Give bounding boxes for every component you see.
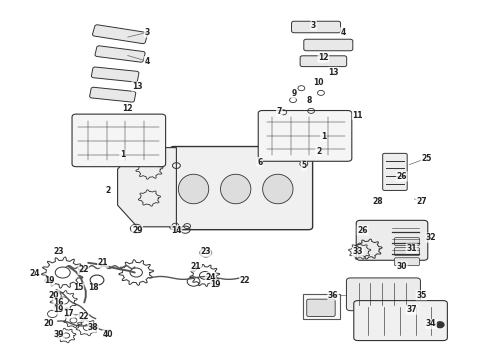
FancyBboxPatch shape [307,299,335,316]
Text: 12: 12 [318,53,329,62]
FancyBboxPatch shape [93,25,147,44]
Text: 29: 29 [132,226,143,235]
Text: 39: 39 [53,330,64,339]
FancyBboxPatch shape [303,294,340,319]
Text: 19: 19 [44,276,54,285]
Text: 8: 8 [306,96,311,105]
FancyBboxPatch shape [383,153,407,190]
FancyBboxPatch shape [394,248,419,256]
Text: 7: 7 [277,107,282,116]
FancyBboxPatch shape [258,111,352,161]
Text: 2: 2 [316,147,321,156]
Text: 13: 13 [328,68,339,77]
Text: 32: 32 [426,233,437,242]
Text: 6: 6 [257,158,262,166]
Text: 1: 1 [120,150,125,159]
Text: 34: 34 [426,320,437,328]
Text: 22: 22 [78,266,89,275]
Text: 3: 3 [311,21,316,30]
Text: 11: 11 [352,111,363,120]
Text: 20: 20 [49,291,59,300]
Text: 23: 23 [200,248,211,256]
FancyBboxPatch shape [91,67,139,82]
Text: 13: 13 [132,82,143,91]
Text: 26: 26 [357,226,368,235]
Ellipse shape [263,174,293,204]
Text: 24: 24 [205,273,216,282]
Text: 26: 26 [396,172,407,181]
Text: 10: 10 [313,78,324,87]
FancyBboxPatch shape [304,39,353,51]
FancyBboxPatch shape [346,278,420,311]
Text: 24: 24 [29,269,40,278]
Text: 28: 28 [372,197,383,206]
Text: 30: 30 [396,262,407,271]
Text: 5: 5 [301,161,306,170]
Text: 21: 21 [98,258,108,267]
Text: 17: 17 [63,309,74,318]
Text: 9: 9 [292,89,296,98]
FancyBboxPatch shape [394,238,419,246]
FancyBboxPatch shape [95,46,145,62]
FancyBboxPatch shape [72,114,166,167]
Text: 19: 19 [53,305,64,314]
Text: 25: 25 [421,154,432,163]
FancyBboxPatch shape [354,301,447,341]
Text: 14: 14 [171,226,182,235]
Text: 20: 20 [44,320,54,328]
Text: 1: 1 [321,132,326,141]
Text: 23: 23 [53,248,64,256]
Ellipse shape [220,174,251,204]
Text: 4: 4 [341,28,345,37]
Text: 16: 16 [53,298,64,307]
Circle shape [436,322,444,328]
Text: 15: 15 [73,284,84,292]
FancyBboxPatch shape [300,56,346,67]
Text: 3: 3 [145,28,149,37]
FancyBboxPatch shape [394,258,419,266]
FancyBboxPatch shape [170,147,313,230]
Text: 21: 21 [191,262,201,271]
Text: 27: 27 [416,197,427,206]
Text: 36: 36 [328,291,339,300]
Text: 40: 40 [102,330,113,339]
Text: 37: 37 [406,305,417,314]
Text: 12: 12 [122,104,133,113]
Text: 31: 31 [406,244,417,253]
FancyBboxPatch shape [292,21,341,33]
Text: 18: 18 [88,284,98,292]
Text: 38: 38 [88,323,98,332]
Text: 35: 35 [416,291,427,300]
FancyBboxPatch shape [90,87,136,102]
Text: 22: 22 [78,312,89,321]
Text: 33: 33 [352,248,363,256]
Ellipse shape [178,174,209,204]
Text: 19: 19 [210,280,221,289]
Text: 22: 22 [240,276,250,285]
Polygon shape [118,148,176,227]
Text: 2: 2 [105,186,110,195]
Text: 4: 4 [145,57,149,66]
FancyBboxPatch shape [356,220,428,260]
